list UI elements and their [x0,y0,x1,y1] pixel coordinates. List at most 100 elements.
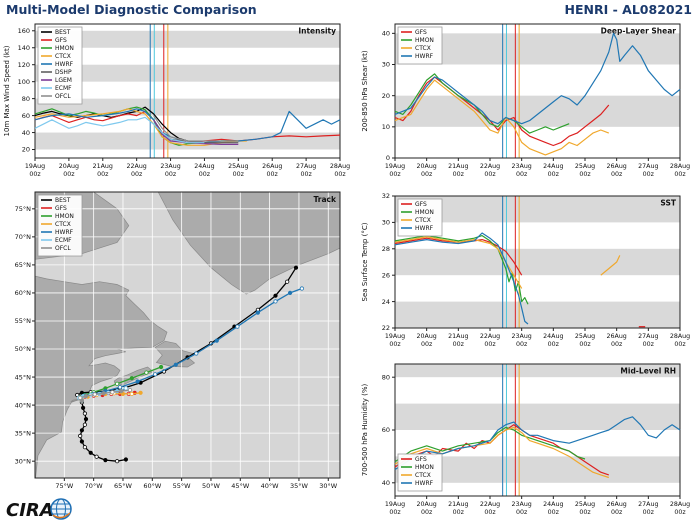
track-point [81,405,86,410]
x-tick-hour: 00z [453,509,465,516]
x-tick-hour: 00z [421,341,433,348]
series-HWRF [394,32,681,125]
globe-icon [50,498,72,520]
x-tick-date: 21Aug [448,333,468,340]
legend-label-HMON: HMON [55,45,74,52]
x-tick-date: 24Aug [543,501,563,508]
x-tick-date: 20Aug [417,501,437,508]
x-tick-hour: 00z [674,171,686,178]
lon-tick-label: 50°W [202,482,221,490]
track-point [214,338,219,343]
x-tick-hour: 00z [548,341,560,348]
track-panel: 75°W 70°W 65°W 60°W 55°W 50°W 45°W 40°W 35°W 30°W… [15,191,341,490]
lat-tick-label: 60°N [15,289,32,297]
lon-tick-label: 45°W [231,482,250,490]
y-tick-label: 140 [18,44,30,52]
x-tick-hour: 00z [516,509,528,516]
lon-tick-label: 35°W [290,482,309,490]
y-tick-label: 32 [382,192,390,200]
y-tick-label: 20 [22,146,30,154]
lon-tick-label: 70°W [85,482,104,490]
x-tick-hour: 00z [548,509,560,516]
y-tick-label: 40 [382,30,390,38]
x-tick-hour: 00z [674,341,686,348]
track-point [129,391,134,396]
legend-label-GFS: GFS [415,201,427,208]
series-CTCX [600,255,621,276]
band [395,403,680,430]
x-tick-hour: 00z [421,171,433,178]
lon-tick-label: 40°W [261,482,280,490]
x-tick-hour: 00z [267,171,279,178]
legend-label-HMON: HMON [415,37,434,44]
band [395,364,680,378]
x-tick-date: 23Aug [160,163,180,170]
band [395,33,680,65]
x-tick-date: 28Aug [670,163,690,170]
x-tick-hour: 00z [389,341,401,348]
y-tick-label: 20 [382,92,390,100]
x-tick-hour: 00z [453,341,465,348]
lon-tick-label: 65°W [114,482,133,490]
track-point [94,454,99,459]
x-tick-date: 22Aug [127,163,147,170]
legend-label-HMON: HMON [415,209,434,216]
x-tick-date: 27Aug [296,163,316,170]
y-tick-label: 40 [382,479,390,487]
x-tick-hour: 00z [199,171,211,178]
y-tick-label: 60 [382,426,390,434]
x-tick-date: 22Aug [480,163,500,170]
track-point [119,389,124,394]
track-point [110,390,115,395]
legend-label-GFS: GFS [415,456,427,463]
y-tick-label: 28 [382,245,390,253]
y-axis-label: Sea Surface Temp (°C) [361,222,369,301]
intensity-panel: 2040608010012014016019Aug00z20Aug00z21Au… [3,23,350,178]
x-tick-hour: 00z [165,171,177,178]
lon-tick-label: 55°W [173,482,192,490]
plot-frame [394,23,681,159]
band [395,248,680,276]
track-point [144,370,149,375]
track-point [173,362,178,367]
x-tick-date: 26Aug [607,163,627,170]
land-polygon [157,192,340,295]
track-point [123,457,129,462]
plot-frame [34,23,341,159]
x-tick-hour: 00z [516,341,528,348]
legend-label-ECMF: ECMF [55,237,72,244]
y-tick-label: 100 [18,78,30,86]
x-tick-hour: 00z [389,509,401,516]
x-tick-date: 25Aug [575,163,595,170]
x-tick-hour: 00z [63,171,75,178]
x-tick-date: 19Aug [25,163,45,170]
track-point [255,310,260,315]
lat-tick-label: 40°N [15,401,32,409]
x-tick-date: 19Aug [385,501,405,508]
band [35,30,340,48]
legend-label-HMON: HMON [55,213,74,220]
x-tick-date: 25Aug [575,501,595,508]
legend-label-CTCX: CTCX [415,472,431,479]
lat-tick-label: 55°N [15,317,32,325]
band [35,98,340,116]
y-tick-label: 22 [382,324,390,332]
track-point [92,392,97,397]
legend-box [397,453,443,492]
plot-frame [34,191,341,479]
x-tick-date: 26Aug [607,333,627,340]
legend-label-CTCX: CTCX [415,217,431,224]
rh-panel: 40608019Aug00z20Aug00z21Aug00z22Aug00z23… [361,363,690,516]
lon-tick-label: 30°W [319,482,338,490]
series-CTCX [394,79,610,156]
x-tick-date: 20Aug [59,163,79,170]
y-tick-label: 80 [22,95,30,103]
legend-label-BEST: BEST [55,197,71,204]
x-tick-date: 20Aug [417,163,437,170]
lat-tick-label: 75°N [15,205,32,213]
x-tick-date: 23Aug [512,501,532,508]
x-tick-hour: 00z [484,509,496,516]
track-point [83,394,89,399]
x-tick-hour: 00z [579,171,591,178]
x-tick-hour: 00z [97,171,109,178]
